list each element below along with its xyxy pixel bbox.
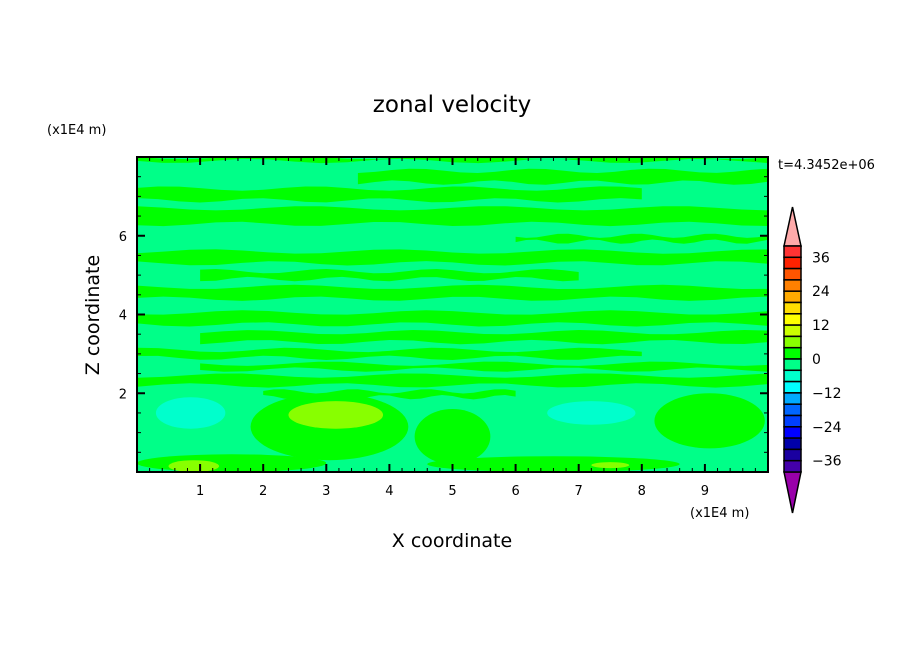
y-unit-label: (x1E4 m): [47, 123, 106, 138]
colorbar-tick-label: −12: [812, 386, 842, 402]
colorbar-tick-label: 36: [812, 250, 830, 266]
colorbar-swatch: [783, 448, 802, 462]
x-axis-label: X coordinate: [392, 530, 512, 552]
x-tick-label: 7: [575, 484, 583, 499]
x-tick-label: 8: [638, 484, 646, 499]
contour-band: [357, 168, 768, 185]
colorbar-tick-label: 24: [812, 284, 830, 300]
colorbar-swatch: [783, 392, 802, 405]
colorbar-swatch: [783, 324, 802, 338]
contour-region: [414, 409, 491, 465]
y-tick-label: 6: [119, 230, 127, 245]
x-tick-label: 4: [385, 484, 393, 499]
colorbar-swatch: [783, 426, 802, 439]
colorbar-swatch: [783, 414, 802, 428]
colorbar-swatch: [783, 267, 802, 281]
colorbar-swatch: [783, 346, 802, 360]
axes: 1 2 3 4 5 6 7 8 9 2 4 6: [119, 156, 769, 499]
colorbar-swatch: [783, 459, 802, 473]
contour-band: [137, 373, 768, 388]
colorbar-swatch: [783, 437, 802, 451]
colorbar-swatch: [783, 290, 802, 304]
y-tick-label: 4: [119, 309, 127, 324]
contour-region: [591, 462, 630, 469]
time-label: t=4.3452e+06: [778, 158, 875, 173]
contour-band: [200, 330, 768, 345]
colorbar-under-arrow: [783, 471, 802, 514]
x-tick-label: 6: [511, 484, 519, 499]
colorbar-swatch: [783, 358, 802, 372]
y-tick-label: 2: [119, 387, 127, 402]
colorbar-tick-label: −36: [812, 454, 842, 470]
contour-region: [288, 401, 384, 429]
x-tick-label: 2: [259, 484, 267, 499]
colorbar-swatch: [783, 380, 802, 394]
colorbar-swatch: [783, 279, 802, 292]
colorbar-over-arrow: [783, 206, 802, 247]
colorbar-swatch: [783, 256, 802, 270]
x-tick-label: 5: [448, 484, 456, 499]
colorbar-tick-label: −24: [812, 420, 842, 436]
colorbar-swatch: [783, 369, 802, 383]
colorbar-swatch: [783, 301, 802, 315]
contour-band: [137, 249, 768, 266]
contour-band: [137, 206, 768, 227]
colorbar: 36 24 12 0 −12 −24 −36: [783, 206, 842, 514]
contour-field: [137, 157, 768, 472]
contour-band: [137, 310, 768, 327]
chart-title: zonal velocity: [373, 92, 531, 118]
contour-band: [200, 361, 768, 372]
contour-region: [137, 454, 327, 472]
x-tick-label: 9: [701, 484, 709, 499]
x-tick-label: 3: [322, 484, 330, 499]
contour-band: [200, 269, 579, 282]
colorbar-tick-label: 0: [812, 352, 821, 368]
contour-band: [263, 389, 516, 400]
contour-band: [515, 233, 768, 244]
contour-region: [168, 460, 220, 472]
y-axis-label: Z coordinate: [82, 255, 104, 375]
colorbar-swatch: [783, 313, 802, 326]
contour-region: [654, 393, 765, 449]
x-tick-label: 1: [196, 484, 204, 499]
contour-region: [547, 401, 636, 425]
colorbar-tick-label: 12: [812, 318, 830, 334]
colorbar-swatch: [783, 335, 802, 349]
contour-band: [137, 347, 642, 360]
contour-band: [137, 284, 768, 301]
colorbar-swatch: [783, 403, 802, 417]
contour-band: [137, 186, 642, 203]
contour-region: [155, 397, 226, 429]
colorbar-swatch: [783, 245, 802, 259]
x-unit-label: (x1E4 m): [690, 506, 749, 521]
